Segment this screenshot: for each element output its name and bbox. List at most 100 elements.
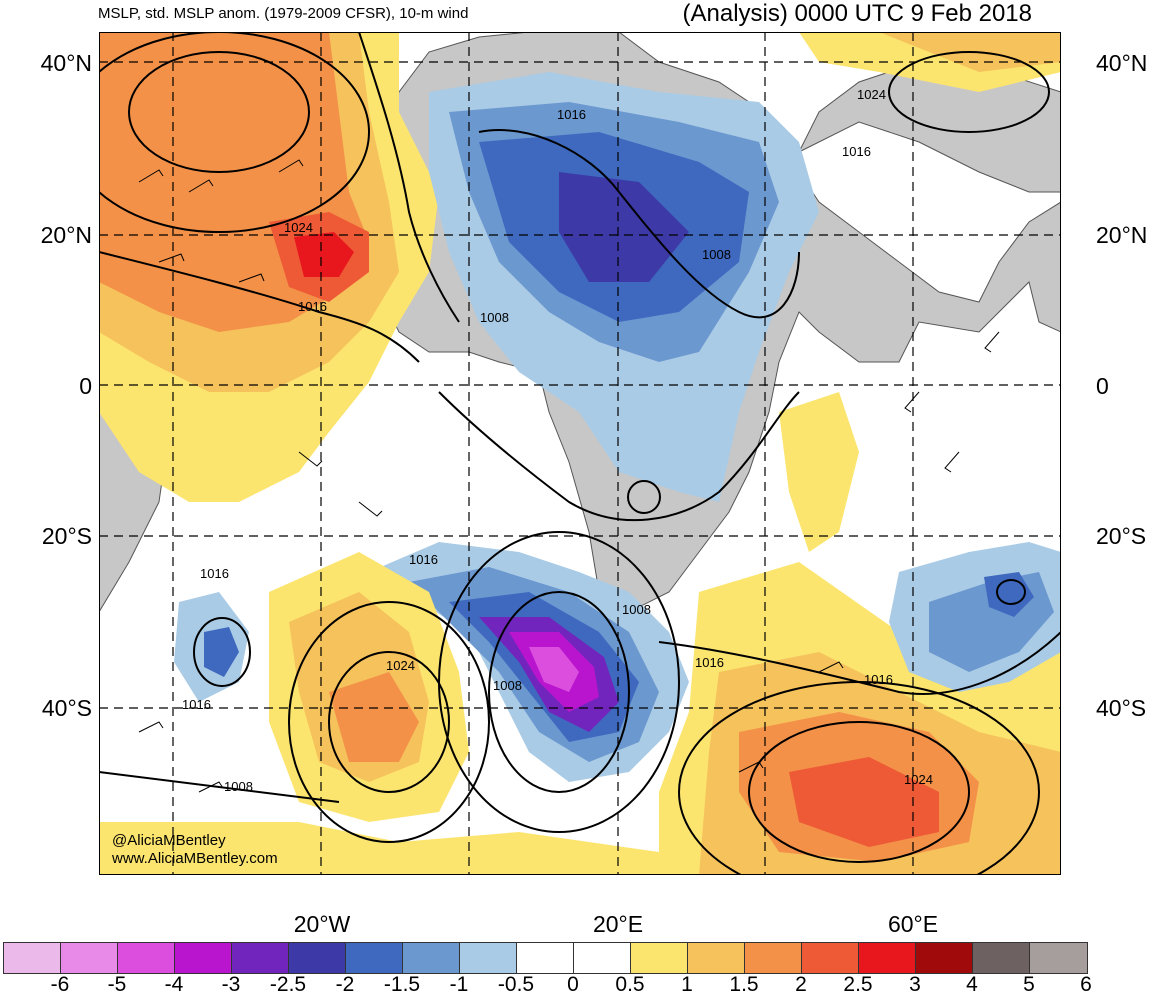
colorbar-swatch: [688, 943, 745, 973]
lat-label-40s-right: 40°S: [1096, 695, 1147, 721]
colorbar-tick-label: 0.5: [615, 973, 645, 996]
colorbar-tick-label: -2: [335, 973, 355, 996]
contour-label: 1024: [904, 772, 933, 787]
colorbar-swatch: [118, 943, 175, 973]
colorbar-tick-label: 0: [567, 973, 579, 996]
wind-barb: [738, 761, 764, 773]
isobar-high-atlantic-n-2: [99, 32, 370, 233]
lat-label-40n-right: 40°N: [1096, 50, 1148, 76]
wind-barb: [138, 169, 164, 183]
anom-pos-indian-s-2p5: [789, 757, 939, 847]
wind-barb: [198, 781, 224, 793]
colorbar-swatch: [346, 943, 403, 973]
graticule: [99, 32, 1061, 875]
contour-label: 1008: [493, 678, 522, 693]
wind-barb: [298, 451, 323, 467]
colorbar-tick-label: 1: [681, 973, 693, 996]
contour-label: 1024: [284, 220, 313, 235]
lat-label-20s: 20°S: [41, 523, 92, 549]
colorbar-tick-label: -5: [107, 973, 127, 996]
wind-barb: [278, 159, 304, 173]
map-frame: [99, 32, 1061, 875]
wind-barb: [238, 273, 265, 283]
wind-barbs: [138, 159, 1000, 793]
colorbar-swatch: [631, 943, 688, 973]
anom-neg-africa-deep: [559, 172, 689, 282]
colorbar-swatch: [1030, 943, 1087, 973]
lon-label-60e: 60°E: [887, 911, 939, 937]
colorbar-swatch: [289, 943, 346, 973]
colorbar-tick-label: -0.5: [497, 973, 535, 996]
colorbar-swatch: [403, 943, 460, 973]
isobar-1016-indian-s: [658, 631, 1061, 695]
colorbar-tick-label: 1.5: [729, 973, 759, 996]
colorbar-tick-label: -1.5: [383, 973, 421, 996]
contour-label: 1016: [200, 566, 229, 581]
lat-label-0: 0: [79, 373, 92, 399]
colorbar-tick-label: 3: [909, 973, 921, 996]
isobar-high-atlantic-n: [128, 51, 310, 173]
colorbar-swatch: [859, 943, 916, 973]
colorbar-tick-label: 4: [966, 973, 978, 996]
anom-neg-sa-4: [529, 647, 579, 692]
wind-barb: [818, 661, 844, 673]
colorbar-tick-label: -1: [449, 973, 469, 996]
lat-label-0-right: 0: [1096, 373, 1109, 399]
colorbar-swatch: [61, 943, 118, 973]
isobar-high-indian-s: [748, 721, 970, 863]
anom-pos-indian-e: [779, 392, 859, 552]
wind-barb: [944, 451, 960, 473]
colorbar-swatch: [973, 943, 1030, 973]
colorbar-swatch: [517, 943, 574, 973]
contour-labels: 1016 1024 1024 1016 1016 1008 1008 1016 …: [182, 87, 933, 794]
wind-barb: [138, 721, 164, 733]
colorbar-tick-label: -6: [50, 973, 70, 996]
isobar-1016-atlantic: [99, 251, 420, 363]
wind-barb: [984, 331, 1000, 353]
colorbar-swatch: [574, 943, 631, 973]
lat-label-20n: 20°N: [40, 222, 92, 248]
wind-barb: [904, 391, 920, 413]
anom-neg-atlantic-sw-core: [204, 627, 239, 677]
contour-label: 1008: [480, 310, 509, 325]
contour-label: 1008: [224, 779, 253, 794]
anom-pos-3: [294, 232, 354, 277]
credit-website: www.AliciaMBentley.com: [112, 850, 278, 867]
map-subtitle: MSLP, std. MSLP anom. (1979-2009 CFSR), …: [98, 5, 469, 22]
isobars: [99, 32, 1061, 875]
colorbar-tick-label: -2.5: [269, 973, 307, 996]
isobar-1016-africa: [438, 391, 800, 522]
map-title: (Analysis) 0000 UTC 9 Feb 2018: [682, 0, 1033, 27]
lat-label-40s: 40°S: [41, 695, 92, 721]
contour-label: 1024: [386, 658, 415, 673]
contour-label: 1008: [702, 247, 731, 262]
isobar-high-arabia: [888, 51, 1050, 133]
anom-pos-southern-strip: [99, 822, 659, 875]
colorbar-tick-label: 5: [1023, 973, 1035, 996]
wind-barb: [158, 253, 185, 263]
colorbar-tick-label: 6: [1080, 973, 1092, 996]
wind-barb: [188, 179, 214, 193]
colorbar-swatch: [232, 943, 289, 973]
wind-barb: [358, 501, 383, 517]
isobar-low-africa-s: [627, 480, 661, 514]
contour-label: 1016: [557, 107, 586, 122]
contour-label: 1016: [409, 552, 438, 567]
isobar-low-sa: [488, 591, 630, 793]
contour-label: 1016: [695, 655, 724, 670]
isobar-1016-north: [358, 32, 460, 323]
colorbar-swatch: [916, 943, 973, 973]
contour-label: 1016: [864, 672, 893, 687]
contour-label: 1016: [182, 697, 211, 712]
isobar-high-atlantic-s: [328, 651, 450, 793]
lat-label-20n-right: 20°N: [1096, 222, 1148, 248]
lat-label-40n: 40°N: [40, 50, 92, 76]
contour-label: 1024: [857, 87, 886, 102]
contour-label: 1016: [842, 144, 871, 159]
colorbar-tick-label: 2: [795, 973, 807, 996]
isobar-high-atlantic-s-2: [288, 601, 490, 843]
isobar-low-indian-s: [996, 579, 1026, 605]
colorbar: [3, 942, 1088, 974]
lon-label-20e: 20°E: [592, 911, 644, 937]
colorbar-swatch: [802, 943, 859, 973]
